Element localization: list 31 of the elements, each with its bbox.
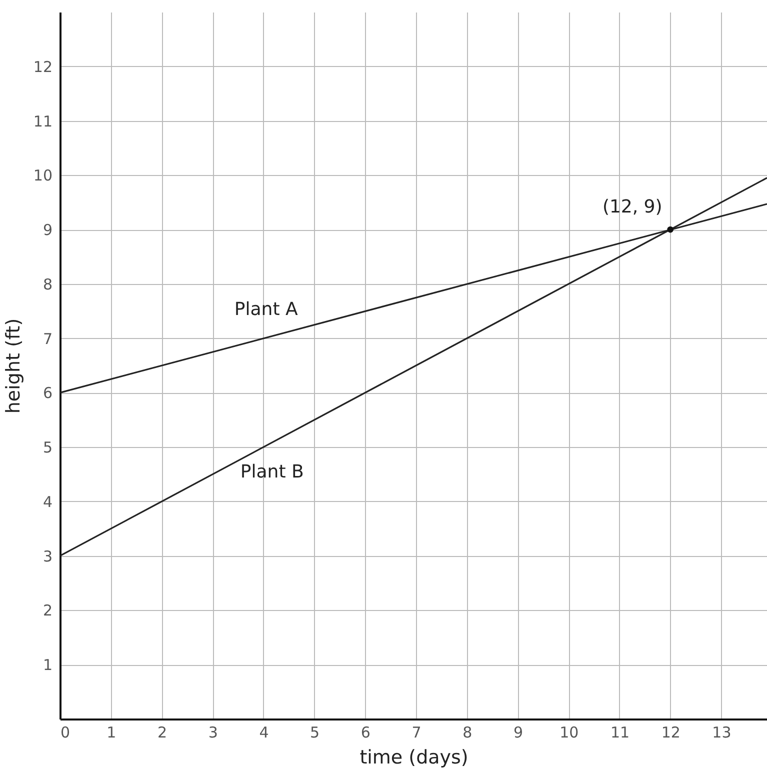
x-tick-label: 9 xyxy=(513,724,524,742)
y-tick-label: 11 xyxy=(33,112,52,130)
x-tick-label: 4 xyxy=(259,724,269,742)
y-tick-label: 5 xyxy=(42,438,52,457)
x-tick-label: 2 xyxy=(157,724,167,742)
x-tick-label: 0 xyxy=(60,724,70,742)
y-tick-label: 8 xyxy=(42,275,52,294)
x-tick-label: 13 xyxy=(712,724,732,742)
y-tick-label: 2 xyxy=(42,602,52,620)
y-axis-title: height (ft) xyxy=(2,318,24,414)
y-tick-label: 10 xyxy=(33,166,52,185)
x-tick-label: 12 xyxy=(661,724,680,742)
y-tick-label: 4 xyxy=(42,492,52,511)
x-tick-label: 1 xyxy=(106,724,116,742)
x-tick-label: 7 xyxy=(412,724,422,742)
x-tick-label: 6 xyxy=(360,724,370,742)
x-tick-label: 11 xyxy=(610,724,630,742)
y-tick-label: 12 xyxy=(33,58,52,76)
y-tick-label: 7 xyxy=(42,330,52,348)
x-tick-label: 10 xyxy=(560,724,579,742)
series-label: Plant B xyxy=(240,461,304,482)
y-tick-label: 1 xyxy=(42,656,52,674)
x-tick-label: 3 xyxy=(208,724,218,742)
x-tick-label: 8 xyxy=(462,724,472,742)
x-tick-label: 5 xyxy=(310,724,320,742)
x-axis-title: time (days) xyxy=(360,746,468,768)
y-tick-label: 3 xyxy=(42,547,52,566)
y-tick-label: 9 xyxy=(42,221,52,240)
annotation: (12, 9) xyxy=(602,196,662,218)
series-label: Plant A xyxy=(234,299,298,320)
y-tick-label: 6 xyxy=(42,384,52,402)
